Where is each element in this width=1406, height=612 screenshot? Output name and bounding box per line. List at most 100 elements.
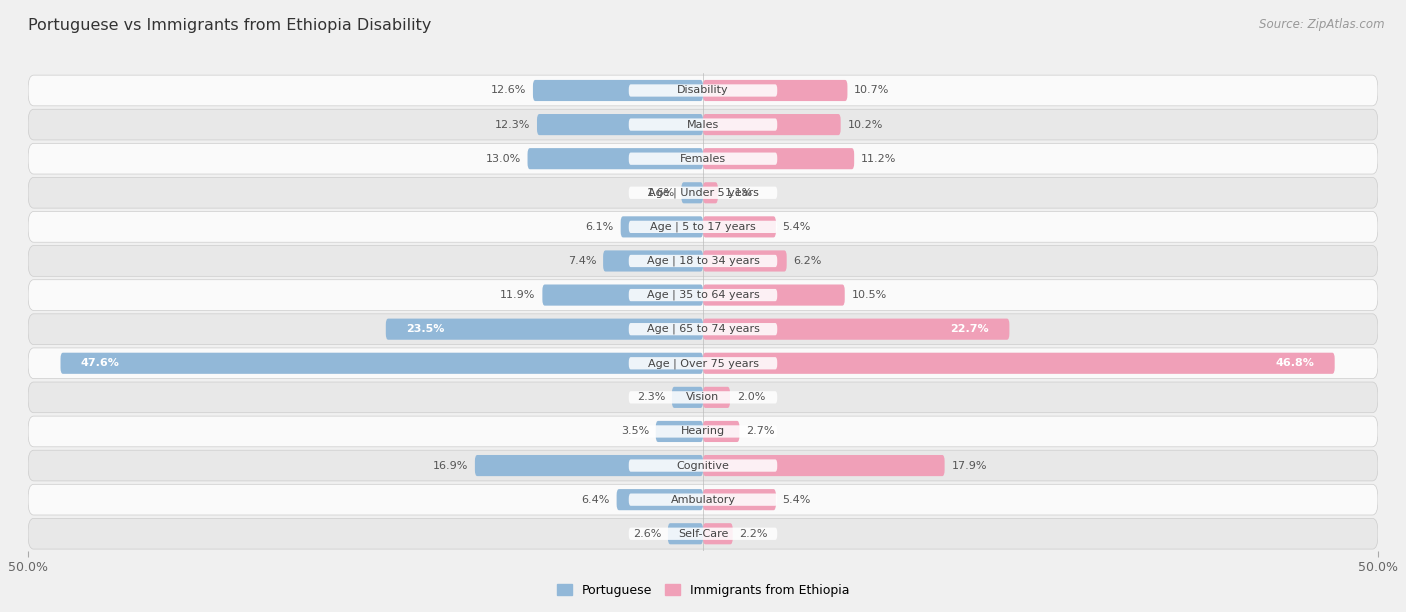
Text: 16.9%: 16.9% xyxy=(433,461,468,471)
FancyBboxPatch shape xyxy=(655,421,703,442)
FancyBboxPatch shape xyxy=(703,80,848,101)
Text: Ambulatory: Ambulatory xyxy=(671,494,735,505)
FancyBboxPatch shape xyxy=(628,119,778,131)
FancyBboxPatch shape xyxy=(628,391,778,403)
FancyBboxPatch shape xyxy=(703,523,733,544)
FancyBboxPatch shape xyxy=(60,353,703,374)
Text: Self-Care: Self-Care xyxy=(678,529,728,539)
FancyBboxPatch shape xyxy=(628,323,778,335)
Text: 2.2%: 2.2% xyxy=(740,529,768,539)
Text: Age | 65 to 74 years: Age | 65 to 74 years xyxy=(647,324,759,334)
FancyBboxPatch shape xyxy=(703,489,776,510)
FancyBboxPatch shape xyxy=(628,221,778,233)
Text: 11.2%: 11.2% xyxy=(860,154,896,163)
FancyBboxPatch shape xyxy=(703,353,1334,374)
FancyBboxPatch shape xyxy=(620,216,703,237)
FancyBboxPatch shape xyxy=(628,152,778,165)
Text: Males: Males xyxy=(688,119,718,130)
FancyBboxPatch shape xyxy=(703,216,776,237)
FancyBboxPatch shape xyxy=(703,319,1010,340)
FancyBboxPatch shape xyxy=(628,460,778,472)
Text: 17.9%: 17.9% xyxy=(952,461,987,471)
Text: Age | Under 5 years: Age | Under 5 years xyxy=(648,187,758,198)
Text: 13.0%: 13.0% xyxy=(485,154,520,163)
Text: Disability: Disability xyxy=(678,86,728,95)
FancyBboxPatch shape xyxy=(628,187,778,199)
Text: Age | 18 to 34 years: Age | 18 to 34 years xyxy=(647,256,759,266)
Text: 5.4%: 5.4% xyxy=(783,494,811,505)
Text: Females: Females xyxy=(681,154,725,163)
FancyBboxPatch shape xyxy=(28,75,1378,106)
FancyBboxPatch shape xyxy=(703,148,855,170)
FancyBboxPatch shape xyxy=(628,528,778,540)
FancyBboxPatch shape xyxy=(475,455,703,476)
Text: 6.1%: 6.1% xyxy=(586,222,614,232)
Text: 2.0%: 2.0% xyxy=(737,392,765,402)
Text: Source: ZipAtlas.com: Source: ZipAtlas.com xyxy=(1260,18,1385,31)
FancyBboxPatch shape xyxy=(28,314,1378,345)
Text: 2.3%: 2.3% xyxy=(637,392,665,402)
Text: 12.6%: 12.6% xyxy=(491,86,526,95)
FancyBboxPatch shape xyxy=(703,285,845,305)
FancyBboxPatch shape xyxy=(703,387,730,408)
FancyBboxPatch shape xyxy=(703,421,740,442)
FancyBboxPatch shape xyxy=(703,455,945,476)
FancyBboxPatch shape xyxy=(603,250,703,272)
Text: Cognitive: Cognitive xyxy=(676,461,730,471)
Text: 22.7%: 22.7% xyxy=(950,324,990,334)
Text: Age | 5 to 17 years: Age | 5 to 17 years xyxy=(650,222,756,232)
FancyBboxPatch shape xyxy=(28,518,1378,549)
Legend: Portuguese, Immigrants from Ethiopia: Portuguese, Immigrants from Ethiopia xyxy=(551,579,855,602)
FancyBboxPatch shape xyxy=(543,285,703,305)
FancyBboxPatch shape xyxy=(682,182,703,203)
FancyBboxPatch shape xyxy=(385,319,703,340)
Text: Age | 35 to 64 years: Age | 35 to 64 years xyxy=(647,290,759,300)
Text: 6.2%: 6.2% xyxy=(793,256,823,266)
Text: Hearing: Hearing xyxy=(681,427,725,436)
Text: 10.2%: 10.2% xyxy=(848,119,883,130)
Text: 10.5%: 10.5% xyxy=(852,290,887,300)
FancyBboxPatch shape xyxy=(28,143,1378,174)
Text: 10.7%: 10.7% xyxy=(855,86,890,95)
FancyBboxPatch shape xyxy=(28,450,1378,481)
Text: 23.5%: 23.5% xyxy=(406,324,444,334)
Text: Age | Over 75 years: Age | Over 75 years xyxy=(648,358,758,368)
Text: 2.7%: 2.7% xyxy=(747,427,775,436)
FancyBboxPatch shape xyxy=(533,80,703,101)
Text: Portuguese vs Immigrants from Ethiopia Disability: Portuguese vs Immigrants from Ethiopia D… xyxy=(28,18,432,34)
Text: 47.6%: 47.6% xyxy=(80,358,120,368)
FancyBboxPatch shape xyxy=(628,289,778,301)
Text: 1.1%: 1.1% xyxy=(724,188,752,198)
FancyBboxPatch shape xyxy=(28,245,1378,276)
FancyBboxPatch shape xyxy=(628,357,778,370)
FancyBboxPatch shape xyxy=(28,109,1378,140)
FancyBboxPatch shape xyxy=(703,114,841,135)
FancyBboxPatch shape xyxy=(628,425,778,438)
FancyBboxPatch shape xyxy=(28,484,1378,515)
Text: 6.4%: 6.4% xyxy=(582,494,610,505)
FancyBboxPatch shape xyxy=(527,148,703,170)
Text: 12.3%: 12.3% xyxy=(495,119,530,130)
FancyBboxPatch shape xyxy=(28,416,1378,447)
FancyBboxPatch shape xyxy=(628,84,778,97)
Text: 2.6%: 2.6% xyxy=(633,529,661,539)
Text: 1.6%: 1.6% xyxy=(647,188,675,198)
FancyBboxPatch shape xyxy=(28,348,1378,379)
FancyBboxPatch shape xyxy=(617,489,703,510)
Text: 46.8%: 46.8% xyxy=(1275,358,1315,368)
FancyBboxPatch shape xyxy=(628,255,778,267)
FancyBboxPatch shape xyxy=(537,114,703,135)
FancyBboxPatch shape xyxy=(28,382,1378,412)
FancyBboxPatch shape xyxy=(703,182,718,203)
FancyBboxPatch shape xyxy=(628,493,778,506)
FancyBboxPatch shape xyxy=(28,212,1378,242)
FancyBboxPatch shape xyxy=(28,177,1378,208)
FancyBboxPatch shape xyxy=(28,280,1378,310)
Text: 11.9%: 11.9% xyxy=(501,290,536,300)
FancyBboxPatch shape xyxy=(668,523,703,544)
FancyBboxPatch shape xyxy=(703,250,787,272)
FancyBboxPatch shape xyxy=(672,387,703,408)
Text: 5.4%: 5.4% xyxy=(783,222,811,232)
Text: 3.5%: 3.5% xyxy=(621,427,650,436)
Text: 7.4%: 7.4% xyxy=(568,256,596,266)
